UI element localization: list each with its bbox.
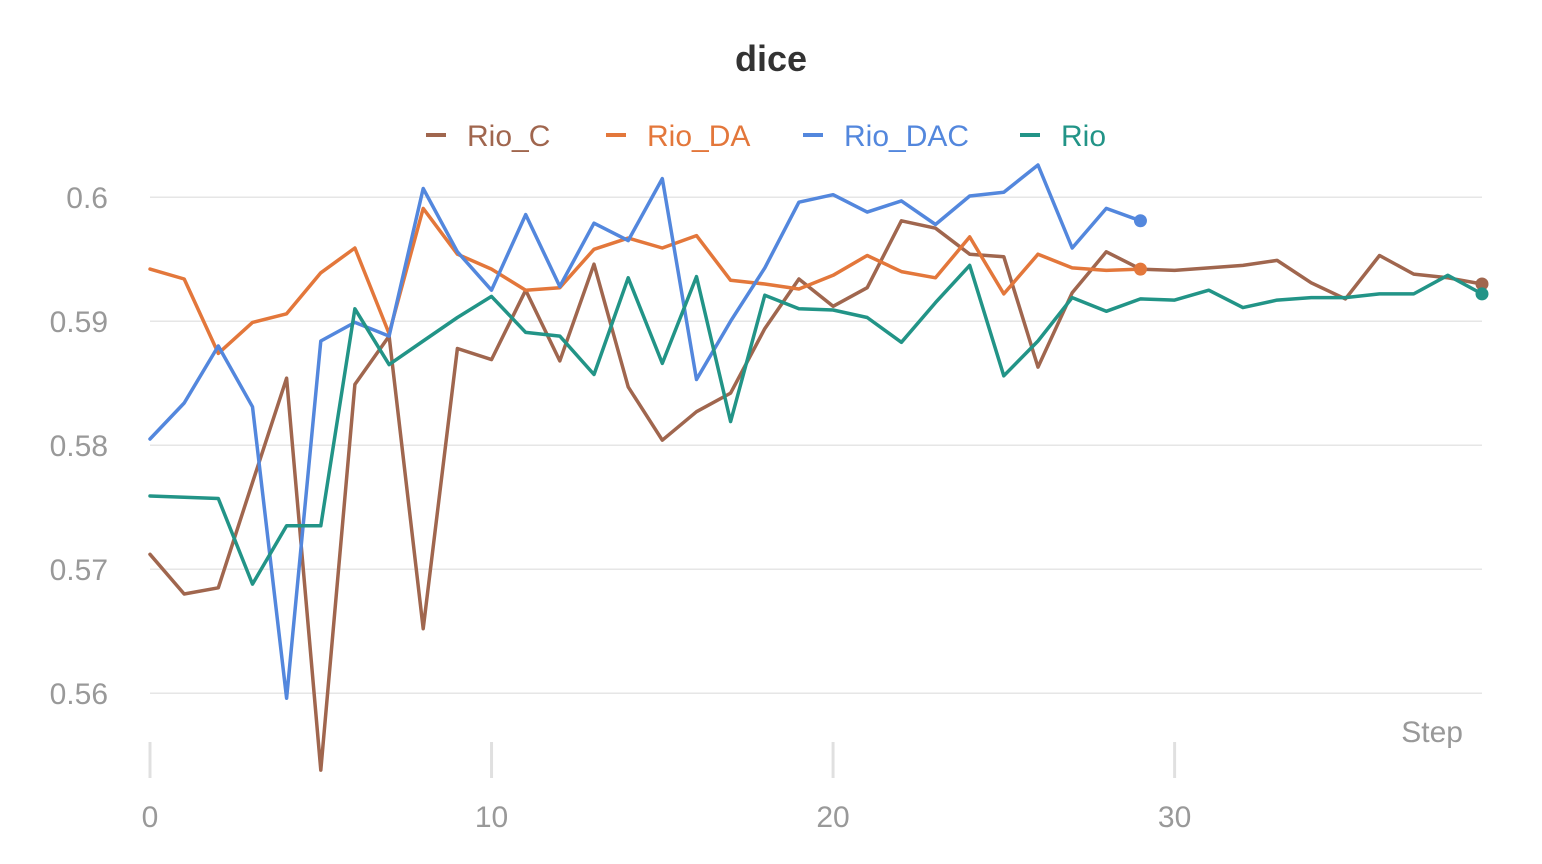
legend-item-rio-dac[interactable]: Rio_DAC — [803, 120, 969, 153]
x-tick-label: 30 — [1158, 801, 1191, 834]
series-end-point-rio-dac — [1133, 214, 1147, 228]
y-tick-label: 0.56 — [50, 678, 108, 711]
series-line-rio-da — [148, 206, 1143, 356]
legend-item-rio[interactable]: Rio — [1020, 120, 1106, 153]
x-axis-label: Step — [1401, 716, 1463, 749]
series-line-rio-c — [148, 219, 1484, 772]
series-line-rio — [148, 263, 1484, 586]
legend-item-rio-da[interactable]: Rio_DA — [606, 120, 750, 153]
legend-label: Rio_C — [467, 120, 550, 153]
x-axis: 0 10 20 30 — [142, 742, 1191, 834]
chart-title: dice — [735, 38, 807, 79]
x-tick-label: 20 — [816, 801, 849, 834]
legend-label: Rio — [1061, 120, 1106, 153]
series-layer — [148, 163, 1489, 772]
y-tick-label: 0.59 — [50, 306, 108, 339]
legend: Rio_C Rio_DA Rio_DAC Rio — [426, 120, 1106, 153]
legend-label: Rio_DA — [647, 120, 750, 153]
x-tick-label: 0 — [142, 801, 159, 834]
series-end-point-rio-da — [1133, 262, 1147, 276]
legend-label: Rio_DAC — [844, 120, 969, 153]
x-tick-label: 10 — [475, 801, 508, 834]
y-tick-label: 0.58 — [50, 430, 108, 463]
y-axis: 0.56 0.57 0.58 0.59 0.6 — [50, 182, 108, 711]
legend-item-rio-c[interactable]: Rio_C — [426, 120, 550, 153]
y-tick-label: 0.57 — [50, 554, 108, 587]
series-end-point-rio — [1475, 287, 1489, 301]
series-line-rio-dac — [148, 163, 1143, 700]
series-end-point-rio-c — [1475, 277, 1489, 291]
y-tick-label: 0.6 — [66, 182, 108, 215]
